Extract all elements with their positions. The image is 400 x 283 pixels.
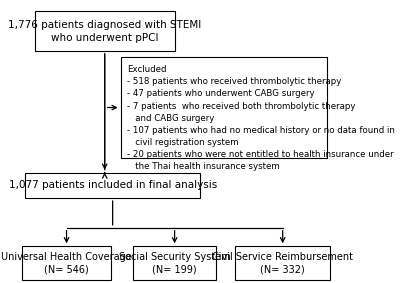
FancyBboxPatch shape	[22, 246, 111, 280]
Text: 1,077 patients included in final analysis: 1,077 patients included in final analysi…	[8, 180, 217, 190]
FancyBboxPatch shape	[35, 11, 175, 51]
Text: Universal Health Coverage
(N= 546): Universal Health Coverage (N= 546)	[1, 252, 132, 275]
FancyBboxPatch shape	[235, 246, 330, 280]
FancyBboxPatch shape	[133, 246, 216, 280]
Text: Social Security System
(N= 199): Social Security System (N= 199)	[119, 252, 230, 275]
FancyBboxPatch shape	[120, 57, 327, 158]
Text: 1,776 patients diagnosed with STEMI
who underwent pPCI: 1,776 patients diagnosed with STEMI who …	[8, 20, 201, 43]
Text: Civil Service Reimbursement
(N= 332): Civil Service Reimbursement (N= 332)	[212, 252, 353, 275]
FancyBboxPatch shape	[25, 173, 200, 198]
Text: Excluded
- 518 patients who received thrombolytic therapy
- 47 patients who unde: Excluded - 518 patients who received thr…	[127, 65, 395, 171]
